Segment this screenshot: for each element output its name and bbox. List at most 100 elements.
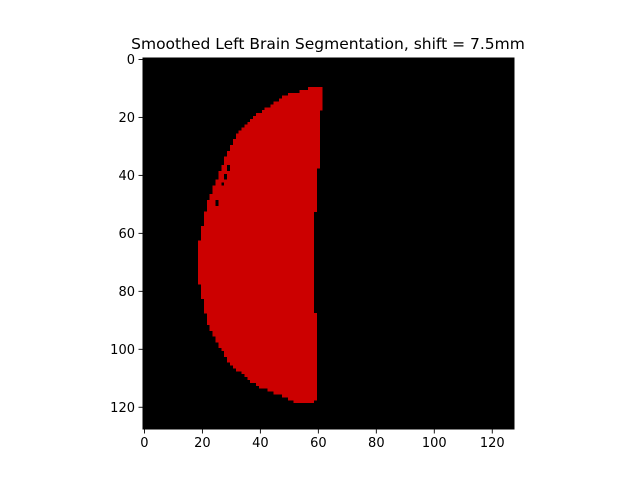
segmentation-row bbox=[212, 333, 317, 337]
segmentation-row bbox=[247, 121, 320, 125]
segmentation-row bbox=[206, 202, 317, 207]
segmentation-hole bbox=[221, 182, 225, 186]
segmentation-row bbox=[287, 92, 323, 96]
y-tick-label: 100 bbox=[110, 343, 135, 358]
segmentation-row bbox=[198, 263, 315, 267]
chart-title: Smoothed Left Brain Segmentation, shift … bbox=[131, 35, 525, 53]
segmentation-row bbox=[273, 391, 317, 395]
segmentation-row bbox=[200, 292, 315, 296]
segmentation-row bbox=[215, 336, 317, 340]
segmentation-row bbox=[256, 113, 320, 117]
segmentation-row bbox=[235, 368, 317, 372]
x-tick-label: 0 bbox=[140, 436, 148, 451]
segmentation-row bbox=[264, 107, 323, 111]
x-tick-label: 20 bbox=[194, 436, 211, 451]
segmentation-row bbox=[235, 136, 320, 140]
segmentation-row bbox=[218, 171, 317, 175]
segmentation-row bbox=[221, 165, 320, 169]
segmentation-row bbox=[198, 246, 315, 250]
segmentation-hole bbox=[224, 176, 228, 180]
segmentation-row bbox=[227, 356, 317, 360]
x-tick-label: 80 bbox=[368, 436, 385, 451]
y-tick-label: 40 bbox=[118, 169, 135, 184]
segmentation-row bbox=[224, 159, 320, 163]
segmentation-row bbox=[224, 350, 317, 354]
segmentation-row bbox=[206, 313, 317, 317]
segmentation-row bbox=[203, 310, 315, 314]
segmentation-row bbox=[200, 237, 315, 241]
segmentation-row bbox=[224, 353, 317, 357]
segmentation-row bbox=[238, 130, 320, 134]
segmentation-row bbox=[241, 371, 317, 375]
y-tick-label: 60 bbox=[118, 227, 135, 242]
segmentation-row bbox=[218, 344, 317, 349]
segmentation-row bbox=[203, 214, 315, 218]
segmentation-row bbox=[224, 156, 320, 160]
segmentation-row bbox=[229, 144, 320, 149]
segmentation-row bbox=[282, 394, 317, 398]
segmentation-row bbox=[212, 330, 317, 334]
segmentation-row bbox=[209, 324, 317, 328]
segmentation-row bbox=[232, 365, 317, 369]
segmentation-row bbox=[198, 275, 315, 279]
segmentation-row bbox=[209, 197, 317, 201]
segmentation-image bbox=[142, 57, 515, 430]
x-tick-label: 120 bbox=[480, 436, 505, 451]
segmentation-row bbox=[212, 188, 317, 192]
segmentation-row bbox=[279, 98, 323, 102]
segmentation-row bbox=[203, 211, 315, 215]
segmentation-row bbox=[200, 231, 315, 236]
segmentation-row bbox=[247, 376, 317, 381]
segmentation-row bbox=[212, 191, 317, 195]
segmentation-row bbox=[206, 318, 317, 323]
segmentation-row bbox=[299, 89, 323, 94]
y-tick-label: 120 bbox=[110, 401, 135, 416]
segmentation-row bbox=[206, 315, 317, 320]
segmentation-row bbox=[198, 269, 315, 273]
segmentation-row bbox=[198, 260, 315, 265]
x-axis: 0 20 40 60 80 100 120 bbox=[140, 429, 505, 451]
segmentation-row bbox=[273, 101, 323, 105]
segmentation-row bbox=[229, 362, 317, 366]
segmentation-row bbox=[198, 257, 315, 262]
segmentation-row bbox=[232, 142, 320, 146]
segmentation-row bbox=[203, 220, 315, 224]
segmentation-row bbox=[198, 281, 315, 285]
segmentation-row bbox=[229, 147, 320, 152]
segmentation-hole bbox=[215, 200, 219, 203]
segmentation-row bbox=[203, 298, 315, 302]
segmentation-row bbox=[203, 301, 315, 305]
x-tick-label: 60 bbox=[310, 436, 327, 451]
segmentation-row bbox=[198, 252, 315, 256]
segmentation-hole bbox=[227, 168, 230, 172]
segmentation-row bbox=[270, 104, 323, 108]
segmentation-hole bbox=[224, 173, 228, 177]
segmentation-row bbox=[198, 266, 315, 270]
segmentation-row bbox=[209, 327, 317, 331]
segmentation-row bbox=[200, 289, 315, 294]
segmentation-row bbox=[203, 304, 315, 308]
segmentation-row bbox=[258, 385, 317, 389]
segmentation-row bbox=[212, 185, 317, 189]
segmentation-row bbox=[198, 240, 315, 244]
segmentation-row bbox=[256, 382, 317, 386]
segmentation-row bbox=[261, 110, 320, 114]
y-axis: 0 20 40 60 80 100 120 bbox=[110, 53, 143, 416]
segmentation-row bbox=[282, 95, 323, 99]
segmentation-hole bbox=[227, 165, 230, 169]
segmentation-row bbox=[215, 339, 317, 343]
segmentation-row bbox=[198, 243, 315, 247]
y-tick-label: 0 bbox=[127, 53, 135, 68]
segmentation-row bbox=[244, 373, 317, 378]
segmentation-row bbox=[218, 176, 317, 181]
segmentation-row bbox=[200, 284, 315, 288]
segmentation-row bbox=[206, 321, 317, 325]
segmentation-row bbox=[198, 278, 315, 282]
segmentation-row bbox=[203, 307, 315, 311]
segmentation-row bbox=[232, 139, 320, 143]
segmentation-row bbox=[250, 379, 317, 383]
segmentation-row bbox=[200, 226, 315, 230]
segmentation-row bbox=[203, 217, 315, 221]
x-tick-label: 40 bbox=[252, 436, 269, 451]
segmentation-row bbox=[206, 200, 317, 204]
